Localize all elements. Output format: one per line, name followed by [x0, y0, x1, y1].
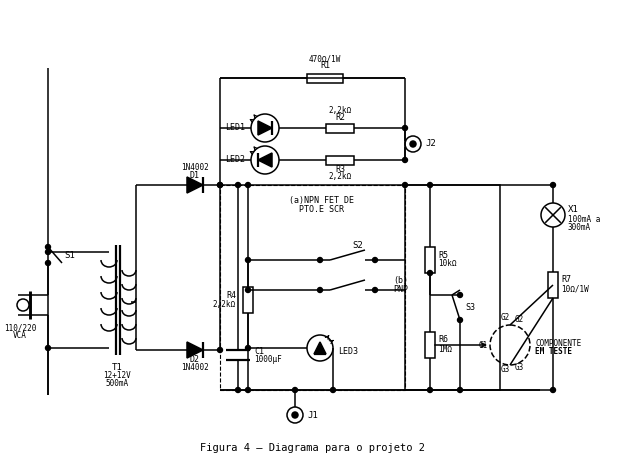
Circle shape: [402, 158, 408, 163]
Circle shape: [318, 288, 322, 293]
Text: 1N4002: 1N4002: [181, 364, 209, 372]
Text: PTO.E SCR: PTO.E SCR: [299, 206, 344, 214]
Text: R5: R5: [438, 251, 448, 260]
Text: LED2: LED2: [225, 156, 245, 164]
Text: G3: G3: [501, 365, 509, 375]
Text: R2: R2: [335, 114, 345, 122]
Circle shape: [46, 245, 51, 250]
Text: D1: D1: [190, 170, 200, 180]
Text: R3: R3: [335, 165, 345, 174]
Text: PNP: PNP: [393, 284, 408, 294]
Polygon shape: [187, 177, 203, 193]
Text: S2: S2: [352, 240, 363, 250]
Bar: [220, 185, 405, 390]
Circle shape: [402, 182, 408, 187]
Circle shape: [372, 257, 378, 262]
Bar: [548, 272, 558, 298]
Circle shape: [246, 345, 251, 350]
Circle shape: [458, 293, 462, 298]
Bar: [405, 185, 500, 390]
Text: T1: T1: [112, 362, 123, 371]
Text: G1: G1: [479, 340, 488, 349]
Text: COMPONENTE: COMPONENTE: [535, 338, 581, 348]
Text: S1: S1: [64, 251, 75, 260]
Text: J1: J1: [307, 410, 318, 420]
Text: 2,2kΩ: 2,2kΩ: [329, 107, 351, 115]
Circle shape: [246, 182, 251, 187]
Text: 110/220: 110/220: [4, 323, 36, 333]
Text: G2: G2: [515, 316, 524, 325]
Text: 500mA: 500mA: [106, 380, 129, 388]
Circle shape: [551, 182, 556, 187]
Circle shape: [46, 345, 51, 350]
Text: X1: X1: [568, 206, 579, 214]
Text: 2,2kΩ: 2,2kΩ: [329, 173, 351, 181]
Text: 100mA a: 100mA a: [568, 214, 601, 224]
Circle shape: [292, 387, 297, 393]
Circle shape: [331, 387, 336, 393]
Circle shape: [46, 250, 51, 255]
Text: 1N4002: 1N4002: [181, 163, 209, 171]
Circle shape: [236, 182, 241, 187]
Text: J2: J2: [425, 140, 436, 148]
Text: Figura 4 – Diagrama para o projeto 2: Figura 4 – Diagrama para o projeto 2: [199, 443, 424, 453]
Circle shape: [458, 317, 462, 322]
Text: 470Ω/1W: 470Ω/1W: [309, 55, 341, 64]
Bar: [307, 73, 343, 82]
Circle shape: [428, 182, 432, 187]
Bar: [425, 332, 435, 358]
Text: VCA: VCA: [13, 331, 27, 339]
Text: 10Ω/1W: 10Ω/1W: [561, 284, 589, 294]
Circle shape: [217, 348, 222, 353]
Bar: [425, 247, 435, 273]
Circle shape: [217, 182, 222, 187]
Text: 1MΩ: 1MΩ: [438, 344, 452, 354]
Bar: [326, 156, 354, 164]
Circle shape: [246, 288, 251, 293]
Text: (a)NPN FET DE: (a)NPN FET DE: [289, 196, 354, 206]
Circle shape: [217, 182, 222, 187]
Circle shape: [46, 261, 51, 266]
Circle shape: [458, 387, 462, 393]
Polygon shape: [258, 153, 272, 167]
Text: 1000μF: 1000μF: [254, 355, 282, 365]
Text: G2: G2: [501, 313, 509, 322]
Circle shape: [402, 125, 408, 131]
Polygon shape: [187, 342, 203, 358]
Text: 300mA: 300mA: [568, 223, 591, 231]
Circle shape: [428, 387, 432, 393]
Bar: [326, 124, 354, 132]
Text: 12+12V: 12+12V: [103, 371, 131, 381]
Bar: [243, 287, 253, 313]
Circle shape: [428, 271, 432, 276]
Polygon shape: [314, 342, 326, 354]
Text: (b): (b): [393, 276, 408, 284]
Text: D2: D2: [190, 355, 200, 365]
Circle shape: [372, 288, 378, 293]
Polygon shape: [258, 121, 272, 135]
Text: 2,2kΩ: 2,2kΩ: [213, 300, 236, 309]
Text: R1: R1: [320, 61, 330, 71]
Text: C1: C1: [254, 348, 264, 356]
Text: LED3: LED3: [338, 347, 358, 355]
Text: G3: G3: [515, 364, 524, 372]
Circle shape: [246, 387, 251, 393]
Circle shape: [318, 257, 322, 262]
Text: R7: R7: [561, 276, 571, 284]
Text: R4: R4: [226, 290, 236, 300]
Circle shape: [246, 257, 251, 262]
Text: 10kΩ: 10kΩ: [438, 260, 456, 268]
Circle shape: [551, 387, 556, 393]
Text: EM TESTE: EM TESTE: [535, 348, 572, 356]
Text: R6: R6: [438, 336, 448, 344]
Text: S3: S3: [465, 303, 475, 312]
Circle shape: [292, 412, 298, 418]
Text: LED1: LED1: [225, 124, 245, 132]
Circle shape: [410, 141, 416, 147]
Circle shape: [236, 387, 241, 393]
